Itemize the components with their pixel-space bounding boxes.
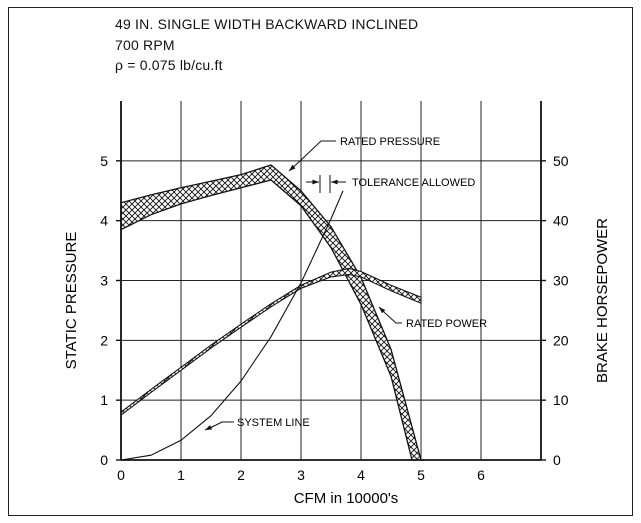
chart-rpm: 700 RPM bbox=[115, 37, 175, 53]
tolerance-label: TOLERANCE ALLOWED bbox=[352, 177, 475, 189]
chart-title: 49 IN. SINGLE WIDTH BACKWARD INCLINED bbox=[115, 16, 419, 32]
x-tick-label: 0 bbox=[117, 467, 125, 483]
x-tick-label: 6 bbox=[477, 467, 485, 483]
y-tick-label-left: 0 bbox=[100, 452, 108, 468]
x-tick-label: 1 bbox=[177, 467, 185, 483]
y-tick-label-right: 20 bbox=[553, 332, 569, 348]
y-tick-label-left: 4 bbox=[100, 213, 108, 229]
rated-pressure-arrow-head bbox=[289, 164, 296, 171]
y-axis-label-left: STATIC PRESSURE bbox=[63, 232, 80, 370]
y-tick-label-right: 0 bbox=[553, 452, 561, 468]
rated-power-band bbox=[120, 267, 422, 417]
system-line-curve bbox=[120, 190, 344, 461]
y-tick-label-left: 5 bbox=[100, 153, 108, 169]
x-axis-label: CFM in 10000's bbox=[294, 490, 399, 507]
x-tick-label: 2 bbox=[237, 467, 245, 483]
y-axis-label-right: BRAKE HORSEPOWER bbox=[594, 218, 611, 383]
x-tick-label: 5 bbox=[417, 467, 425, 483]
rated-power-label: RATED POWER bbox=[406, 318, 487, 330]
tolerance-arrow-right-head bbox=[331, 179, 338, 185]
y-tick-label-left: 3 bbox=[100, 273, 108, 289]
curves bbox=[120, 164, 422, 461]
x-tick-label: 4 bbox=[357, 467, 365, 483]
y-tick-label-right: 10 bbox=[553, 392, 569, 408]
x-tick-label: 3 bbox=[297, 467, 305, 483]
y-tick-label-right: 30 bbox=[553, 273, 569, 289]
tolerance-arrow-left-head bbox=[312, 179, 319, 185]
rated-power-leader bbox=[384, 312, 402, 324]
grid bbox=[121, 101, 541, 460]
system-line-label: SYSTEM LINE bbox=[237, 417, 310, 429]
chart-frame bbox=[8, 7, 633, 516]
chart-density: ρ = 0.075 lb/cu.ft bbox=[115, 57, 223, 73]
system-line-arrow-head bbox=[205, 425, 212, 430]
y-tick-label-right: 40 bbox=[553, 213, 569, 229]
y-tick-label-left: 2 bbox=[100, 332, 108, 348]
rated-pressure-leader bbox=[299, 140, 336, 162]
rated-pressure-label: RATED PRESSURE bbox=[340, 136, 440, 148]
rated-pressure-band bbox=[120, 164, 422, 461]
rated-power-arrow-head bbox=[379, 307, 386, 314]
axes bbox=[116, 101, 546, 461]
y-tick-label-left: 1 bbox=[100, 392, 108, 408]
system-line-leader bbox=[209, 421, 234, 429]
y-tick-label-right: 50 bbox=[553, 153, 569, 169]
